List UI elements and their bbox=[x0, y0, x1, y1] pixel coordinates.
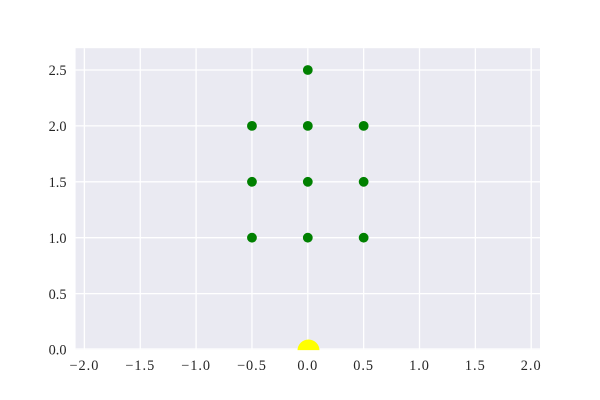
svg-text:0.5: 0.5 bbox=[49, 287, 67, 303]
svg-text:1.0: 1.0 bbox=[49, 231, 67, 247]
svg-text:0.5: 0.5 bbox=[353, 358, 374, 374]
svg-text:1.0: 1.0 bbox=[409, 358, 430, 374]
svg-text:0.0: 0.0 bbox=[49, 343, 67, 359]
svg-text:−0.5: −0.5 bbox=[237, 358, 267, 374]
svg-text:0.0: 0.0 bbox=[297, 358, 318, 374]
svg-text:−1.5: −1.5 bbox=[125, 358, 155, 374]
svg-text:2.0: 2.0 bbox=[521, 358, 542, 374]
svg-text:2.5: 2.5 bbox=[49, 63, 67, 79]
svg-text:2.0: 2.0 bbox=[49, 119, 67, 135]
svg-text:−2.0: −2.0 bbox=[69, 358, 99, 374]
svg-text:−1.0: −1.0 bbox=[181, 358, 211, 374]
svg-text:1.5: 1.5 bbox=[49, 175, 67, 191]
svg-text:1.5: 1.5 bbox=[465, 358, 486, 374]
